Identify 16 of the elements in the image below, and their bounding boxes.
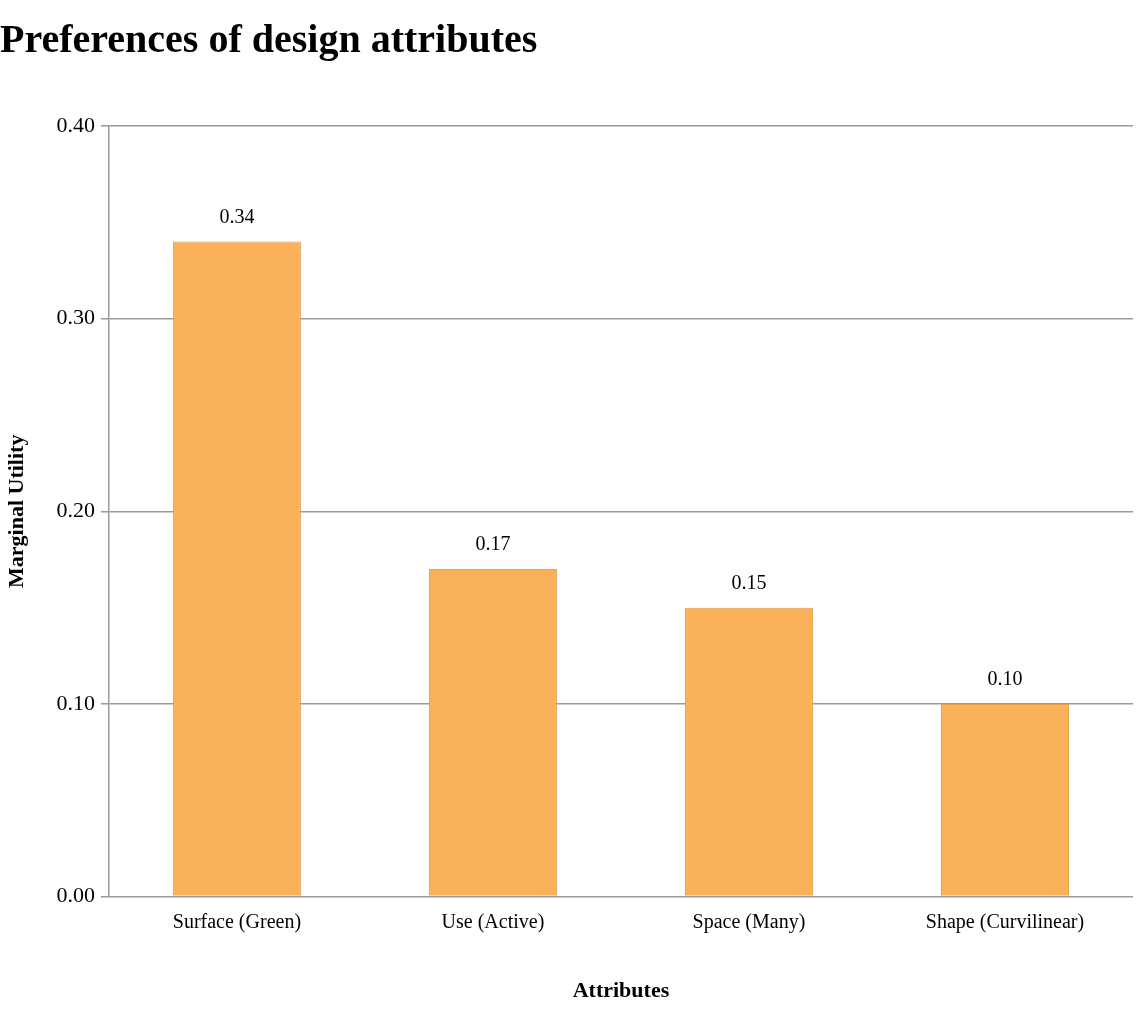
y-tick-label: 0.40	[56, 111, 95, 137]
y-axis-title: Marginal Utility	[2, 434, 28, 588]
x-tick-label: Space (Many)	[692, 909, 806, 933]
data-label: 0.34	[219, 204, 255, 227]
data-label: 0.10	[987, 667, 1023, 690]
y-tick-label: 0.00	[56, 882, 95, 908]
x-tick-label: Surface (Green)	[172, 909, 302, 933]
y-tick-label: 0.20	[56, 497, 95, 523]
chart-title: Preferences of design attributes	[0, 16, 538, 62]
y-tick-label: 0.30	[56, 304, 95, 330]
x-axis-title: Attributes	[572, 977, 670, 1003]
y-tick-label: 0.10	[56, 689, 95, 715]
data-label: 0.15	[731, 570, 767, 593]
data-label: 0.17	[475, 532, 511, 555]
x-tick-label: Use (Active)	[441, 909, 545, 933]
x-tick-label: Shape (Curvilinear)	[925, 909, 1085, 933]
